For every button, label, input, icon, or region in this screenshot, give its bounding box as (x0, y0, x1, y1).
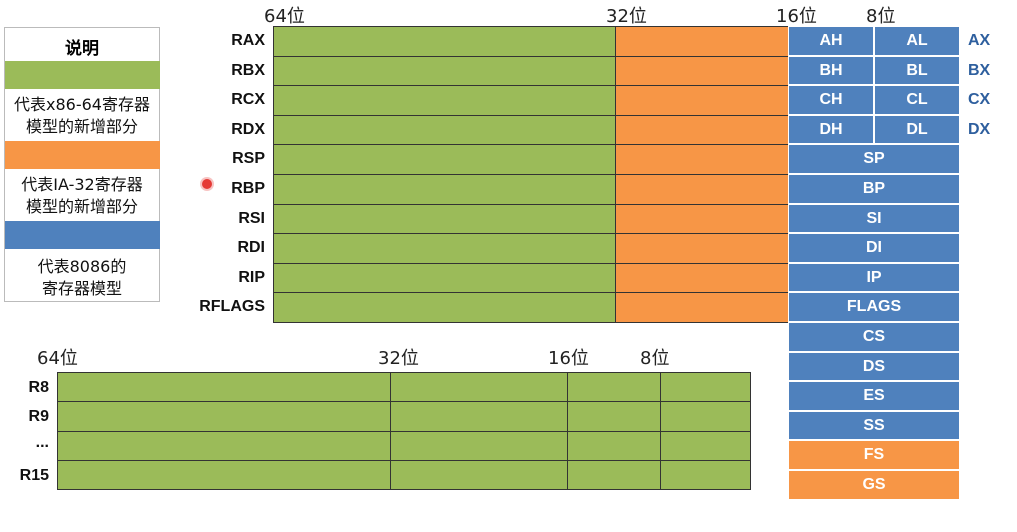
reg-16bit-cell: BP (788, 174, 960, 204)
register-name: RFLAGS (199, 298, 265, 315)
legend-title: 说明 (65, 39, 99, 59)
reg-16bit-cell: IP (788, 263, 960, 292)
reg-32bit-part (615, 115, 789, 145)
bottom-register-name: R9 (28, 408, 49, 425)
register-name: RIP (238, 269, 265, 286)
reg-16bit-name: DX (968, 121, 991, 138)
reg-64bit-part (273, 115, 616, 145)
bottom-row-line-1 (57, 401, 751, 402)
legend-text-orange: 代表IA-32寄存器 模型的新增部分 (21, 175, 143, 216)
reg-low-byte: CL (874, 85, 960, 115)
top-bit-label-16: 16位 (776, 6, 817, 27)
register-name: RDX (231, 121, 265, 138)
reg-64bit-part (273, 174, 616, 205)
bottom-row-line-3 (57, 460, 751, 461)
reg-32bit-part (615, 85, 789, 116)
bottom-bit-label-32: 32位 (378, 348, 419, 369)
reg-32bit-part (615, 144, 789, 175)
register-name: RAX (231, 32, 265, 49)
segment-reg-cell: FS (788, 440, 960, 470)
segment-reg-cell: GS (788, 470, 960, 500)
reg-32bit-part (615, 204, 789, 234)
legend-swatch-blue (5, 221, 160, 249)
register-name: RCX (231, 91, 265, 108)
legend-swatch-green (5, 61, 160, 89)
bottom-row-line-2 (57, 431, 751, 432)
reg-32bit-part (615, 26, 789, 57)
reg-32bit-part (615, 263, 789, 293)
top-bit-label-8: 8位 (866, 6, 896, 27)
register-name: RSI (238, 210, 265, 227)
reg-64bit-part (273, 26, 616, 57)
reg-16bit-cell: DI (788, 233, 960, 263)
reg-low-byte: BL (874, 56, 960, 85)
reg-high-byte: BH (788, 56, 874, 85)
reg-16bit-name: BX (968, 62, 991, 79)
reg-32bit-part (615, 292, 789, 323)
reg-16bit-cell: SS (788, 411, 960, 440)
register-name: RBP (231, 180, 265, 197)
reg-low-byte: AL (874, 26, 960, 56)
bottom-register-name: ... (35, 434, 49, 451)
bottom-bit-label-16: 16位 (548, 348, 589, 369)
reg-high-byte: AH (788, 26, 874, 56)
register-name: RSP (232, 150, 265, 167)
reg-16bit-cell: CS (788, 322, 960, 352)
reg-64bit-part (273, 56, 616, 86)
reg-high-byte: DH (788, 115, 874, 144)
bottom-register-name: R8 (28, 379, 49, 396)
bottom-register-name: R15 (19, 467, 49, 484)
legend-swatch-orange (5, 141, 160, 169)
legend-text-blue: 代表8086的 寄存器模型 (37, 257, 127, 298)
top-bit-label-64: 64位 (264, 6, 305, 27)
reg-16bit-cell: DS (788, 352, 960, 381)
reg-16bit-cell: FLAGS (788, 292, 960, 322)
reg-64bit-part (273, 204, 616, 234)
reg-16bit-name: CX (968, 91, 991, 108)
reg-32bit-part (615, 233, 789, 264)
reg-high-byte: CH (788, 85, 874, 115)
bottom-bit-label-8: 8位 (640, 348, 670, 369)
bottom-bit-label-64: 64位 (37, 348, 78, 369)
reg-64bit-part (273, 263, 616, 293)
reg-64bit-part (273, 292, 616, 323)
reg-64bit-part (273, 233, 616, 264)
legend-text-green: 代表x86-64寄存器 模型的新增部分 (14, 95, 150, 136)
top-bit-label-32: 32位 (606, 6, 647, 27)
reg-32bit-part (615, 56, 789, 86)
register-name: RBX (231, 62, 265, 79)
reg-16bit-cell: SI (788, 204, 960, 233)
reg-64bit-part (273, 144, 616, 175)
reg-16bit-name: AX (968, 32, 991, 49)
reg-16bit-cell: ES (788, 381, 960, 411)
reg-16bit-cell: SP (788, 144, 960, 174)
reg-low-byte: DL (874, 115, 960, 144)
cursor-marker (202, 179, 212, 189)
reg-32bit-part (615, 174, 789, 205)
reg-64bit-part (273, 85, 616, 116)
register-name: RDI (237, 239, 265, 256)
